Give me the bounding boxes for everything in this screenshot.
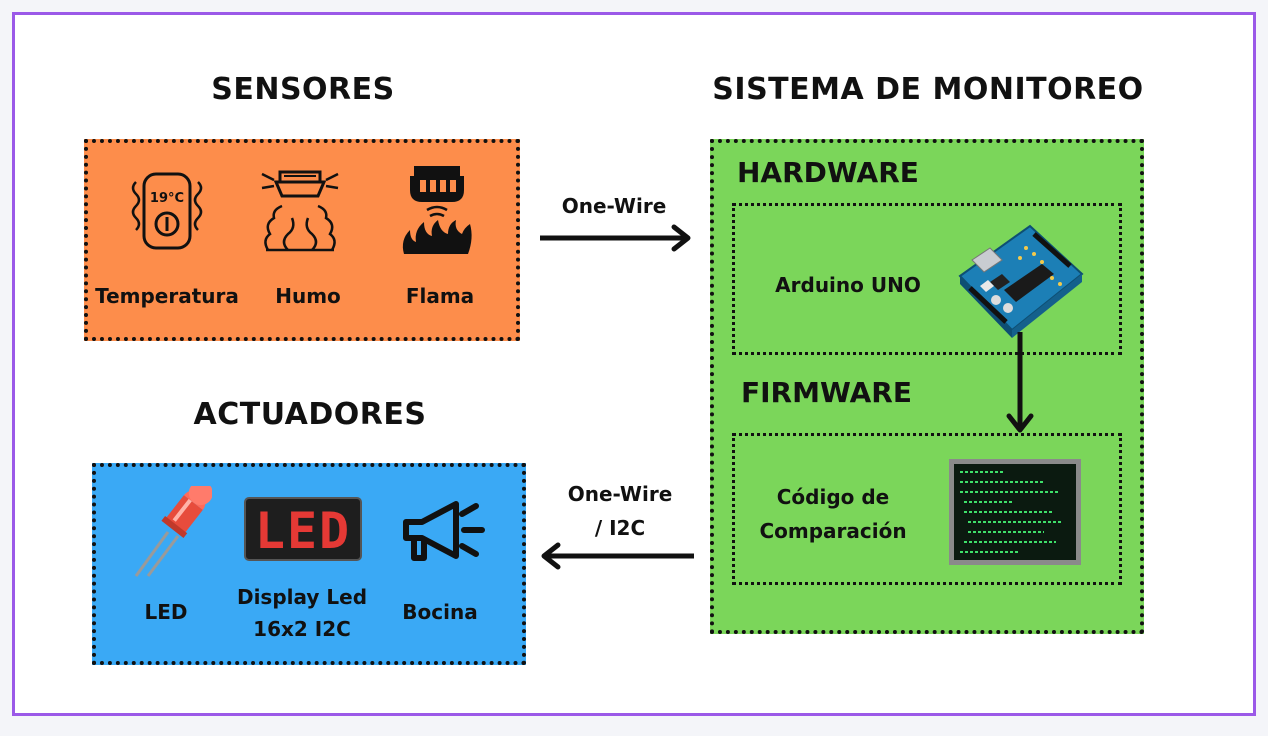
flame-detector-icon <box>400 164 474 256</box>
firmware-item-line2: Comparación <box>759 519 907 543</box>
arrow-label-one-wire-i2c-line1: One-Wire <box>567 482 673 506</box>
firmware-item-line1: Código de <box>776 485 890 509</box>
sensor-label-humo: Humo <box>275 284 341 308</box>
firmware-box <box>732 433 1122 585</box>
thermostat-icon: 19°C <box>124 168 210 256</box>
actuator-label-display-line2: 16x2 I2C <box>253 617 351 641</box>
actuator-label-led: LED <box>144 600 188 624</box>
megaphone-icon <box>400 500 500 564</box>
arduino-board-icon <box>950 218 1084 342</box>
arrow-right-icon <box>538 224 694 252</box>
arrow-down-icon <box>1006 330 1034 436</box>
sensor-label-temperatura: Temperatura <box>95 284 239 308</box>
actuator-label-display-line1: Display Led <box>236 585 368 609</box>
hardware-title: HARDWARE <box>737 156 919 189</box>
firmware-title: FIRMWARE <box>741 376 912 409</box>
system-heading: SISTEMA DE MONITOREO <box>712 72 1144 107</box>
led-bulb-icon <box>128 486 212 578</box>
code-screen-icon <box>948 458 1082 566</box>
actuator-label-bocina: Bocina <box>402 600 478 624</box>
actuators-heading: ACTUADORES <box>193 397 427 432</box>
smoke-detector-icon <box>258 166 342 254</box>
arrow-left-icon <box>538 542 696 570</box>
actuators-box <box>92 463 526 665</box>
hardware-item-arduino: Arduino UNO <box>775 273 921 297</box>
sensor-label-flama: Flama <box>405 284 475 308</box>
arrow-label-one-wire: One-Wire <box>561 194 667 218</box>
led-display-icon: LED <box>244 497 362 561</box>
led-display-text: LED <box>255 502 351 560</box>
arrow-label-one-wire-i2c-line2: / I2C <box>594 516 646 540</box>
thermostat-readout: 19°C <box>150 191 184 206</box>
hardware-box <box>732 203 1122 355</box>
sensors-heading: SENSORES <box>211 72 395 107</box>
